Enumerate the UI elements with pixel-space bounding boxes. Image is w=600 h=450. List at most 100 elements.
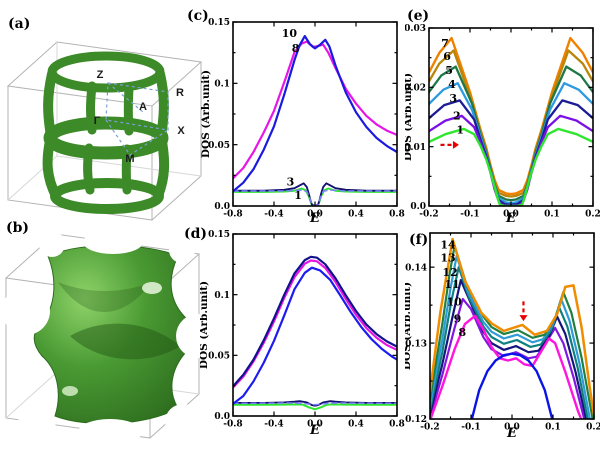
curve-parabola <box>470 352 554 419</box>
curve-6 <box>429 49 593 198</box>
curve-number-label: 6 <box>443 50 451 63</box>
specular-highlight <box>142 282 162 294</box>
curve-blue <box>233 266 397 405</box>
panel-label-b: (b) <box>6 220 30 236</box>
svg-text:0.0: 0.0 <box>214 202 230 212</box>
curve-magenta <box>233 259 397 389</box>
chart-f: -0.2 -0.1 0.0 0.1 0.2 0.12 0.13 0.14 DOS (Arb.un… <box>405 232 600 441</box>
svg-text:0.14: 0.14 <box>405 263 427 273</box>
panel-label-f: (f) <box>409 232 429 248</box>
svg-text:0.2: 0.2 <box>586 423 600 433</box>
svg-text:0.0: 0.0 <box>214 412 230 422</box>
series-group <box>429 36 593 206</box>
svg-text:0.15: 0.15 <box>208 230 230 240</box>
svg-text:0.0: 0.0 <box>503 210 519 220</box>
curve-12 <box>430 254 591 419</box>
y-axis-label: DOS (Arb.unit) <box>405 282 413 370</box>
svg-text:-0.4: -0.4 <box>264 210 283 220</box>
svg-text:0.05: 0.05 <box>208 352 230 362</box>
chart-d: -0.8 -0.4 0.0 0.4 0.8 0.0 0.05 0.1 0.15 DOS (Arb.… <box>200 230 405 438</box>
curve-flat-navy <box>233 400 397 407</box>
curve-8 <box>430 314 583 419</box>
curve-number-label: 3 <box>287 176 295 189</box>
curve-10 <box>430 278 588 419</box>
curve-number-label: 7 <box>441 37 449 50</box>
panel-label-a: (a) <box>8 16 31 32</box>
series-group <box>233 255 397 411</box>
y-axis-label: DOS (Arb.unit) <box>200 70 212 158</box>
svg-text:0.2: 0.2 <box>585 210 600 220</box>
svg-text:0.4: 0.4 <box>348 210 364 220</box>
curve-number-label: 1 <box>456 124 464 137</box>
svg-text:-0.2: -0.2 <box>420 423 439 433</box>
bz-label-A: A <box>139 101 147 113</box>
svg-text:0.1: 0.1 <box>544 210 560 220</box>
curve-2 <box>429 114 593 206</box>
svg-text:-0.8: -0.8 <box>223 210 242 220</box>
series-group <box>430 237 594 419</box>
x-axis-label: E <box>309 423 321 438</box>
svg-text:0.0: 0.0 <box>504 423 520 433</box>
curve-number-label: 8 <box>459 326 467 339</box>
series-group <box>233 34 397 206</box>
axis-ticks <box>429 233 595 420</box>
svg-text:-0.1: -0.1 <box>460 210 479 220</box>
plot-frame <box>232 21 398 207</box>
chart-e: -0.2 -0.1 0.0 0.1 0.2 0.0 0.01 0.02 0.03 DOS (Arb… <box>405 24 600 226</box>
svg-text:0.0: 0.0 <box>410 202 426 212</box>
svg-text:0.12: 0.12 <box>405 415 427 425</box>
curve-5 <box>429 65 593 202</box>
curve-flat-green <box>233 403 397 411</box>
brillouin-zone-path <box>105 82 169 156</box>
bz-label-X: X <box>177 125 185 137</box>
svg-text:0.1: 0.1 <box>545 423 561 433</box>
svg-text:-0.8: -0.8 <box>223 420 242 430</box>
x-axis-label: E <box>506 426 518 441</box>
axis-ticks <box>232 233 398 417</box>
svg-text:0.0: 0.0 <box>307 420 323 430</box>
curve-13 <box>430 244 594 419</box>
svg-text:0.05: 0.05 <box>208 141 230 151</box>
svg-text:-0.2: -0.2 <box>419 210 438 220</box>
svg-text:0.15: 0.15 <box>208 18 230 28</box>
curve-1 <box>429 127 593 206</box>
curve-flat-dashed <box>233 402 397 406</box>
axis-ticks <box>232 21 398 207</box>
curve-number-label: 11 <box>444 278 459 291</box>
curve-9 <box>430 297 586 419</box>
curve-14 <box>430 237 594 417</box>
curve-10 <box>233 34 397 193</box>
annotation-arrow <box>440 140 459 149</box>
chart-c: -0.8 -0.4 0.0 0.4 0.8 0.0 0.05 0.1 0.15 DOS (Arb.… <box>200 18 405 226</box>
panel-label-c: (c) <box>187 8 209 24</box>
curve-number-label: 2 <box>453 109 461 122</box>
panel-label-e: (e) <box>407 8 430 24</box>
curve-11 <box>430 266 589 419</box>
svg-text:0.13: 0.13 <box>405 339 427 349</box>
bz-labels: Z R Γ A X M <box>94 69 186 165</box>
fermi-surface-a: Z R Γ A X M <box>6 41 203 221</box>
tick-labels: -0.2 -0.1 0.0 0.1 0.2 0.0 0.01 0.02 0.03 <box>405 24 600 219</box>
annotation-arrow <box>519 301 528 322</box>
bz-label-R: R <box>176 87 184 99</box>
curve-flat-dashed <box>233 189 397 206</box>
svg-text:0.01: 0.01 <box>405 143 426 153</box>
tick-labels: -0.8 -0.4 0.0 0.4 0.8 0.0 0.05 0.1 0.15 <box>208 18 405 219</box>
svg-text:0.1: 0.1 <box>214 291 230 301</box>
surface-holes <box>2 230 210 449</box>
svg-text:0.4: 0.4 <box>348 420 364 430</box>
svg-text:-0.4: -0.4 <box>264 420 283 430</box>
curve-number-label: 14 <box>440 239 456 252</box>
tick-labels: -0.8 -0.4 0.0 0.4 0.8 0.0 0.05 0.1 0.15 <box>208 230 405 429</box>
curve-navy <box>233 255 397 388</box>
svg-text:0.0: 0.0 <box>307 210 323 220</box>
curve-number-label: 1 <box>294 189 302 202</box>
bz-label-M: M <box>125 153 134 165</box>
bz-label-Γ: Γ <box>94 115 101 127</box>
curve-number-label: 10 <box>282 27 298 40</box>
curve-number-label: 8 <box>292 42 300 55</box>
wireframe-box <box>6 41 203 221</box>
fermi-blob-surface <box>2 230 210 449</box>
curve-number-label: 4 <box>448 78 456 91</box>
axis-ticks <box>428 27 594 207</box>
